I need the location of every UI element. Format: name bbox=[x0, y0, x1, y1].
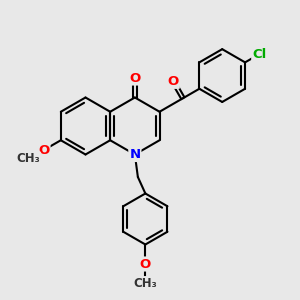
Text: O: O bbox=[168, 75, 179, 88]
Text: O: O bbox=[38, 143, 50, 157]
Text: N: N bbox=[129, 148, 140, 161]
Text: O: O bbox=[140, 257, 151, 271]
Text: O: O bbox=[129, 71, 140, 85]
Text: CH₃: CH₃ bbox=[16, 152, 40, 166]
Text: CH₃: CH₃ bbox=[134, 277, 157, 290]
Text: Cl: Cl bbox=[252, 48, 266, 61]
